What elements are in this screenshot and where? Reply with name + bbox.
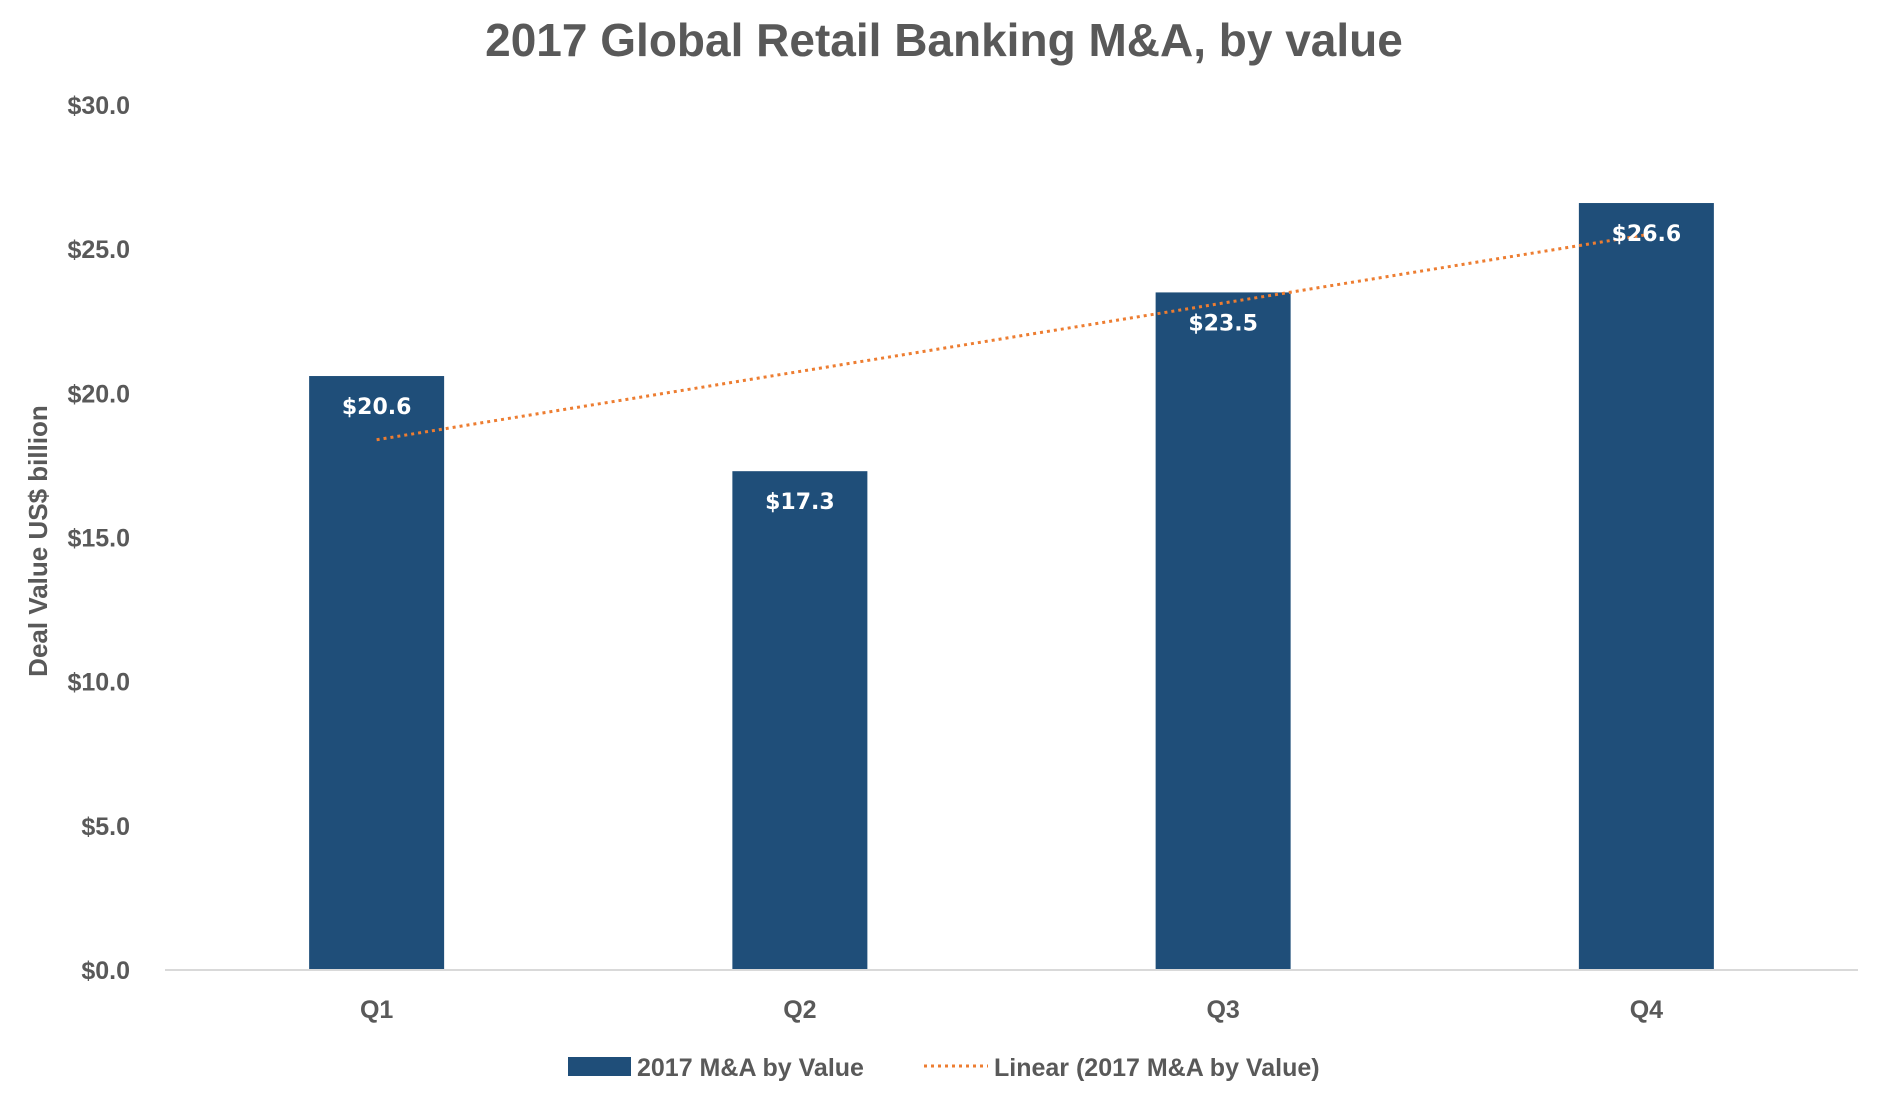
y-tick-label: $25.0 — [67, 236, 130, 264]
y-tick-label: $20.0 — [67, 380, 130, 408]
y-tick-label: $15.0 — [67, 525, 130, 553]
y-axis-label: Deal Value US$ billion — [23, 405, 53, 677]
trendline — [376, 233, 1647, 442]
legend-swatch-bars — [568, 1057, 631, 1076]
legend-label-trendline: Linear (2017 M&A by Value) — [994, 1054, 1320, 1082]
y-tick-label: $0.0 — [81, 957, 130, 985]
y-axis-ticks: $0.0 $5.0 $10.0 $15.0 $20.0 $25.0 $30.0 — [67, 92, 130, 985]
x-category-label: Q4 — [1630, 996, 1663, 1024]
x-category-label: Q2 — [783, 996, 816, 1024]
bar-q4 — [1578, 203, 1714, 971]
bar-q1 — [309, 376, 445, 970]
y-tick-label: $5.0 — [81, 813, 130, 841]
chart-title: 2017 Global Retail Banking M&A, by value — [485, 14, 1403, 66]
data-label-q1: $20.6 — [342, 395, 412, 420]
data-label-q3: $23.5 — [1188, 311, 1258, 336]
legend-label-bars: 2017 M&A by Value — [637, 1054, 864, 1082]
trendline-group — [376, 233, 1647, 442]
y-tick-label: $10.0 — [67, 669, 130, 697]
data-labels: $20.6 $17.3 $23.5 $26.6 — [342, 222, 1681, 515]
x-axis-categories: Q1 Q2 Q3 Q4 — [360, 996, 1663, 1024]
x-category-label: Q1 — [360, 996, 393, 1024]
bar-q3 — [1155, 292, 1291, 971]
x-category-label: Q3 — [1206, 996, 1239, 1024]
data-label-q2: $17.3 — [765, 490, 835, 515]
y-tick-label: $30.0 — [67, 92, 130, 120]
bar-q2 — [732, 471, 868, 970]
bars — [309, 203, 1714, 971]
legend: 2017 M&A by Value Linear (2017 M&A by Va… — [568, 1054, 1320, 1082]
data-label-q4: $26.6 — [1612, 222, 1682, 247]
